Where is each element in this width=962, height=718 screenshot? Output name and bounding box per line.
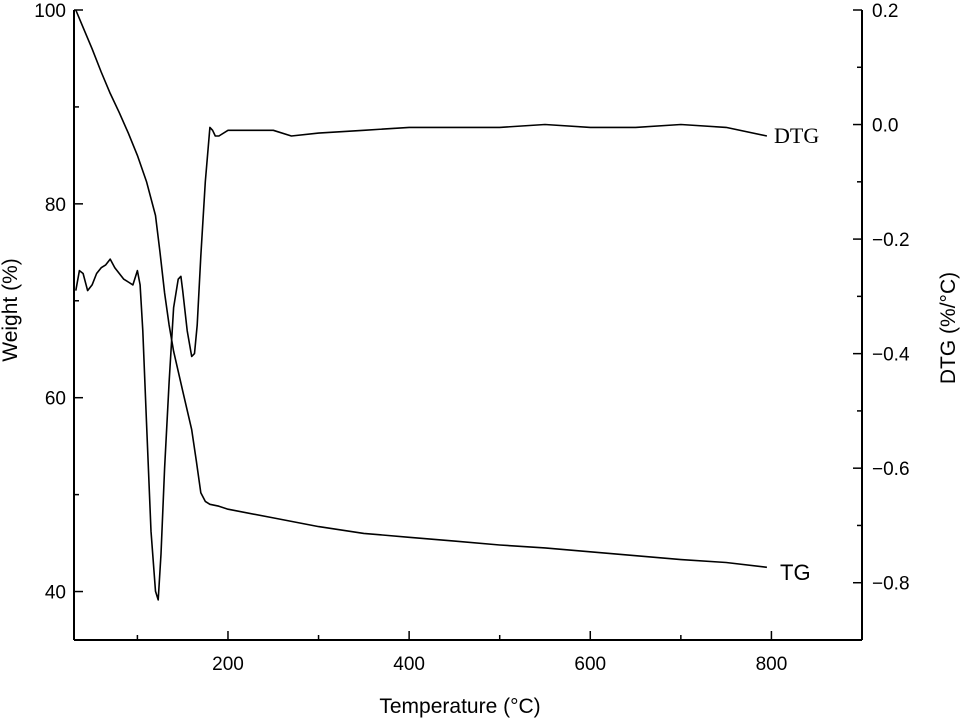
y-left-ticks: 40 60 80 100 [34, 1, 83, 604]
dtg-series-label: DTG [774, 123, 819, 148]
tg-series-line [75, 9, 767, 569]
y-left-tick-label: 40 [45, 583, 66, 604]
y-left-tick-label: 80 [45, 195, 66, 216]
x-tick-label: 800 [756, 654, 788, 675]
series-group [75, 9, 768, 601]
y-left-tick-label: 60 [45, 389, 66, 410]
y-right-tick-label: −0.4 [872, 345, 910, 366]
x-ticks: 200 400 600 800 [136, 631, 788, 675]
y-right-tick-label: −0.6 [872, 459, 910, 480]
y-left-axis-title: Weight (%) [0, 258, 22, 361]
y-right-tick-label: −0.2 [872, 230, 910, 251]
axes-group [73, 10, 863, 641]
y-right-tick-label: 0.0 [872, 116, 898, 137]
x-tick-label: 600 [574, 654, 606, 675]
y-right-ticks: 0.2 0.0 −0.2 −0.4 −0.6 −0.8 [853, 1, 910, 595]
tg-series-label: TG [780, 560, 811, 585]
x-tick-label: 400 [393, 654, 425, 675]
y-right-axis-title: DTG (%/°C) [937, 272, 960, 384]
y-right-tick-label: −0.8 [872, 574, 910, 595]
dtg-series-line [75, 123, 768, 601]
x-axis-title: Temperature (°C) [379, 695, 540, 718]
y-left-tick-label: 100 [34, 1, 66, 22]
x-tick-label: 200 [212, 654, 244, 675]
y-right-tick-label: 0.2 [872, 1, 898, 22]
